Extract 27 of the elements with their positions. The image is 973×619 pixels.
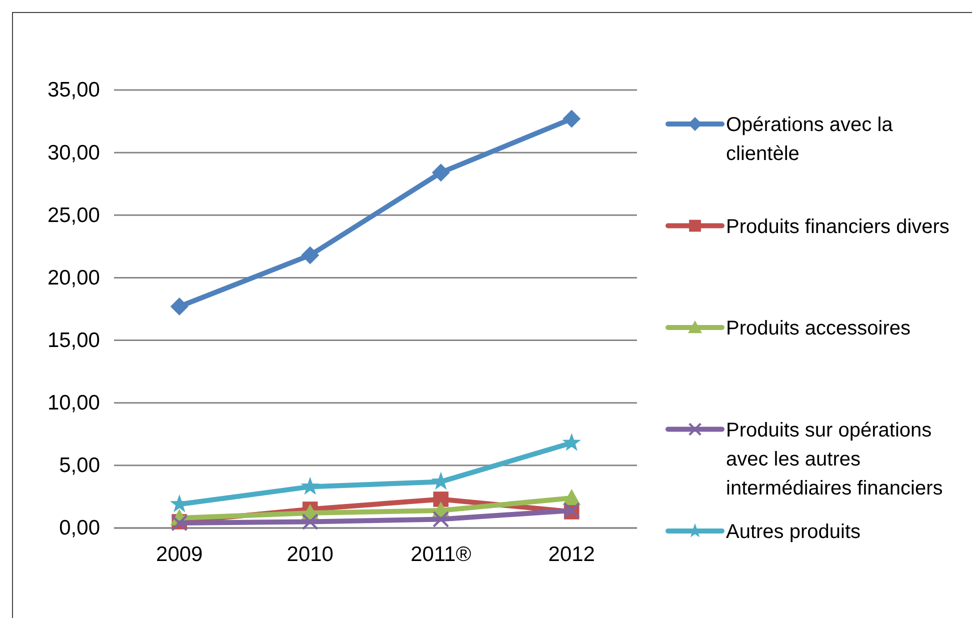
y-tick-label: 35,00 — [47, 78, 100, 102]
y-tick-label: 25,00 — [47, 204, 100, 227]
point — [170, 297, 188, 316]
legend-label: Produits sur opérations avec les autres intermédiaires financiers — [726, 419, 943, 500]
point — [562, 110, 581, 128]
y-tick-label: 30,00 — [47, 141, 100, 164]
x-tick-label: 2012 — [548, 542, 595, 566]
point — [302, 513, 318, 530]
legend-label: Produits financiers divers — [726, 216, 950, 238]
x-tick-label: 2011® — [410, 542, 472, 566]
point — [432, 510, 450, 528]
legend-label: Autres produits — [726, 521, 861, 543]
x-tick-label: 2010 — [286, 542, 334, 566]
y-tick-label: 20,00 — [47, 266, 100, 290]
point — [433, 492, 449, 507]
point — [562, 488, 581, 506]
x-tick-label: 2009 — [156, 542, 203, 566]
y-tick-label: 5,00 — [59, 454, 100, 478]
legend-label: Produits accessoires — [726, 318, 911, 340]
point — [562, 433, 582, 451]
point — [432, 164, 450, 182]
y-tick-label: 15,00 — [47, 329, 100, 352]
point — [301, 246, 320, 264]
legend-label: Opérations avec la clientèle — [726, 114, 894, 165]
y-tick-label: 0,00 — [59, 516, 100, 540]
y-tick-label: 10,00 — [47, 392, 100, 415]
point — [300, 476, 320, 495]
